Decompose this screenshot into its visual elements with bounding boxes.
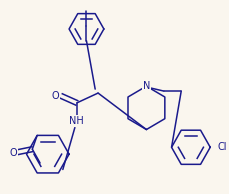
Text: N: N [142,81,150,91]
Text: O: O [9,148,17,158]
Text: O: O [52,91,59,101]
Text: NH: NH [69,116,84,126]
Text: Cl: Cl [217,142,226,152]
